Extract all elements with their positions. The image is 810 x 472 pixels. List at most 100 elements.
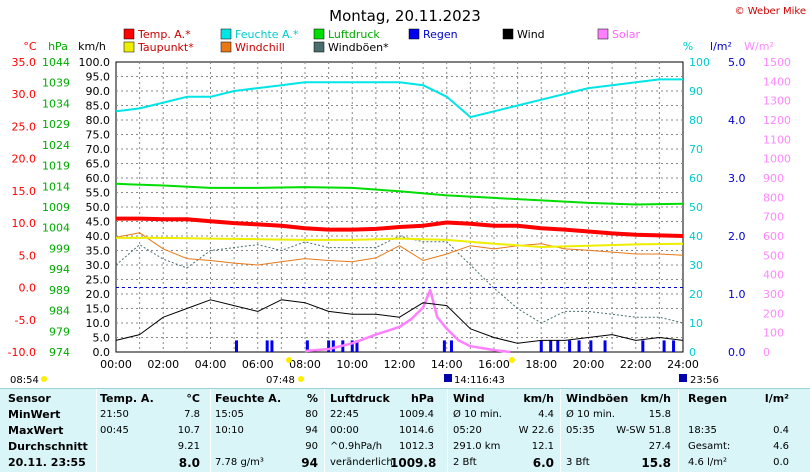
series-line-windben <box>115 235 684 324</box>
table-cell: 3 Bft <box>566 457 590 468</box>
y-tick-label-humidity: 20 <box>689 288 703 301</box>
table-cell: 2 Bft <box>453 457 477 468</box>
y-tick-label-wind: 25.0 <box>86 274 111 287</box>
table-cell: W 22.6 <box>518 425 554 436</box>
table-cell: 291.0 km <box>453 441 501 452</box>
table-column-separator <box>324 389 325 472</box>
table-cell: 9.21 <box>177 441 200 452</box>
legend-swatch <box>123 41 135 53</box>
table-cell: Durchschnitt <box>8 440 88 453</box>
x-tick-label: 02:00 <box>147 358 179 371</box>
y-tick-label-temp: 20.0 <box>12 153 37 166</box>
y-tick-label-pressure: 1044 <box>42 56 70 69</box>
series-line-tempa <box>116 216 684 238</box>
y-tick-label-pressure: 984 <box>49 305 70 318</box>
x-tick-label: 10:00 <box>336 358 368 371</box>
y-tick-label-pressure: 989 <box>49 284 70 297</box>
y-tick-label-humidity: 100 <box>689 56 710 69</box>
rain-bar <box>662 340 666 352</box>
table-cell: 4.6 <box>773 441 789 452</box>
credit-text: © Weber Mike <box>735 6 806 17</box>
y-tick-label-pressure: 999 <box>49 242 70 255</box>
series-line-wind <box>115 299 684 344</box>
table-cell: ^0.9hPa/h <box>330 441 383 452</box>
table-cell: 15:05 <box>215 409 244 420</box>
rain-bar <box>672 340 676 352</box>
x-tick-label: 22:00 <box>620 358 652 371</box>
table-cell: 05:35 <box>566 425 595 436</box>
table-cell: MinWert <box>8 408 61 421</box>
table-cell: 18:35 <box>688 425 717 436</box>
table-cell: 0.0 <box>773 457 789 468</box>
y-tick-label-pressure: 1004 <box>42 222 70 235</box>
y-tick-label-wind: 15.0 <box>86 303 111 316</box>
rain-bar <box>350 340 354 352</box>
series-lines <box>115 78 684 354</box>
table-cell: 21:50 <box>100 409 129 420</box>
y-tick-label-pressure: 974 <box>49 346 70 359</box>
y-tick-label-solar: 200 <box>763 307 784 320</box>
y-tick-label-wind: 5.0 <box>93 332 111 345</box>
table-cell: 27.4 <box>648 441 671 452</box>
legend-swatch <box>313 28 325 40</box>
y-tick-label-wind: 80.0 <box>86 114 111 127</box>
table-cell: 80 <box>305 409 318 420</box>
table-cell: 20.11. 23:55 <box>8 456 86 469</box>
rain-bars <box>234 340 676 352</box>
table-cell: 05:20 <box>453 425 482 436</box>
x-tick-label: 18:00 <box>525 358 557 371</box>
table-column-separator <box>678 389 679 472</box>
y-tick-label-pressure: 994 <box>49 263 70 276</box>
y-tick-label-temp: 35.0 <box>12 56 37 69</box>
legend-label: Solar <box>612 28 641 41</box>
y-tick-label-humidity: 0 <box>689 346 696 359</box>
y-tick-label-wind: 70.0 <box>86 143 111 156</box>
table-cell: 10.7 <box>177 425 200 436</box>
legend-label: Feuchte A.* <box>235 28 299 41</box>
moon-right-time: 23:56 <box>690 375 719 386</box>
rain-bar <box>265 340 269 352</box>
y-tick-label-rain: 0.0 <box>728 346 746 359</box>
y-tick-label-humidity: 70 <box>689 143 703 156</box>
table-cell: 8.0 <box>178 456 200 470</box>
x-tick-label: 14:00 <box>431 358 463 371</box>
table-header-cell: km/h <box>640 392 671 405</box>
rain-bar <box>270 340 274 352</box>
y-tick-label-wind: 45.0 <box>86 216 111 229</box>
chart-grid <box>115 61 684 353</box>
y-tick-label-rain: 2.0 <box>728 230 746 243</box>
moon-phase-icon <box>679 374 687 382</box>
moon-mid-time: 14:1 <box>454 375 476 386</box>
y-tick-label-wind: 20.0 <box>86 288 111 301</box>
table-cell: 15.8 <box>641 456 671 470</box>
table-cell: MaxWert <box>8 424 64 437</box>
table-cell: 7.8 <box>184 409 200 420</box>
table-cell: 15.8 <box>648 409 671 420</box>
y-tick-label-solar: 700 <box>763 211 784 224</box>
y-tick-label-wind: 90.0 <box>86 85 111 98</box>
y-tick-label-wind: 85.0 <box>86 100 111 113</box>
x-tick-label: 20:00 <box>573 358 605 371</box>
legend-swatch <box>502 28 514 40</box>
y-tick-label-pressure: 1039 <box>42 77 70 90</box>
table-header-cell: Regen <box>688 392 728 405</box>
rain-bar <box>603 340 607 352</box>
axis-unit-solar: W/m² <box>744 40 774 53</box>
y-tick-label-temp: 25.0 <box>12 120 37 133</box>
y-tick-label-rain: 5.0 <box>728 56 746 69</box>
moon-rise-left-time: 08:54 <box>10 375 39 386</box>
y-tick-label-wind: 100.0 <box>79 56 111 69</box>
y-tick-label-humidity: 10 <box>689 317 703 330</box>
series-line-taupunkt <box>116 236 684 248</box>
legend-swatch <box>220 41 232 53</box>
y-tick-label-solar: 400 <box>763 269 784 282</box>
y-tick-label-rain: 3.0 <box>728 172 746 185</box>
axis-unit-rain: l/m² <box>710 40 732 53</box>
rain-bar <box>234 340 238 352</box>
table-cell: W-SW 51.8 <box>616 425 671 436</box>
table-cell: Ø 10 min. <box>566 409 615 420</box>
y-tick-label-solar: 300 <box>763 288 784 301</box>
table-column-separator <box>447 389 448 472</box>
rain-bar <box>589 340 593 352</box>
table-header-cell: Wind <box>453 392 485 405</box>
